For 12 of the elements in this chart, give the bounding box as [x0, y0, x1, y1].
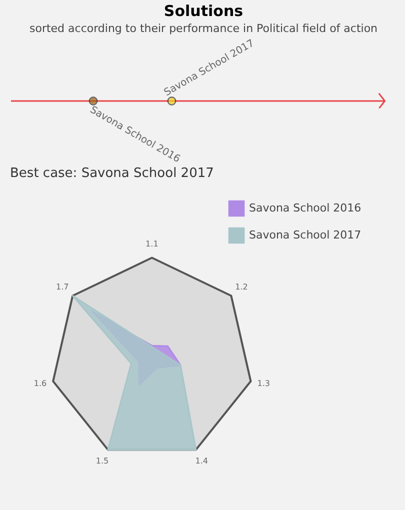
legend-label: Savona School 2017: [249, 228, 362, 242]
spoke-label: 1.6: [34, 379, 47, 388]
spoke-label: 1.3: [257, 379, 270, 388]
spoke-label: 1.4: [195, 456, 208, 466]
text: sorted according to their performance in Political field of action: [29, 22, 378, 36]
text: Solutions: [164, 2, 244, 20]
spoke-label: 1.5: [96, 456, 109, 466]
chart-title: Best case: Savona School 2017: [10, 166, 214, 181]
spoke-label: 1.2: [235, 282, 248, 292]
spoke-label: 1.1: [146, 240, 158, 249]
spoke-label: 1.7: [56, 282, 69, 292]
legend-label: Savona School 2016: [249, 202, 362, 214]
